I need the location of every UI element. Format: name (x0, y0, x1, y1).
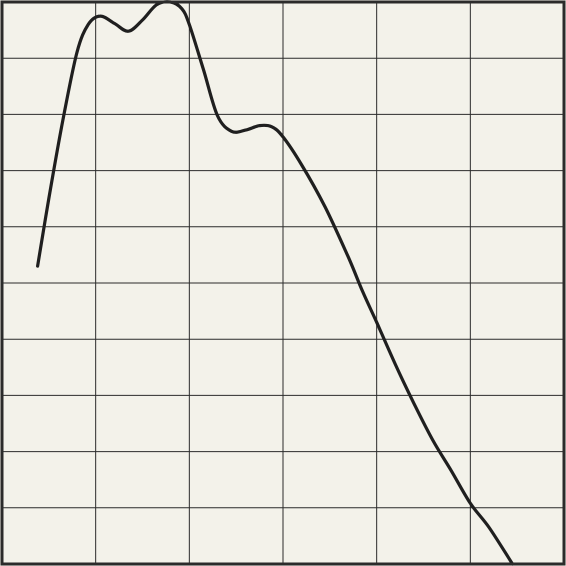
horizontal-gridlines (2, 57, 564, 509)
series-line (36, 0, 515, 566)
